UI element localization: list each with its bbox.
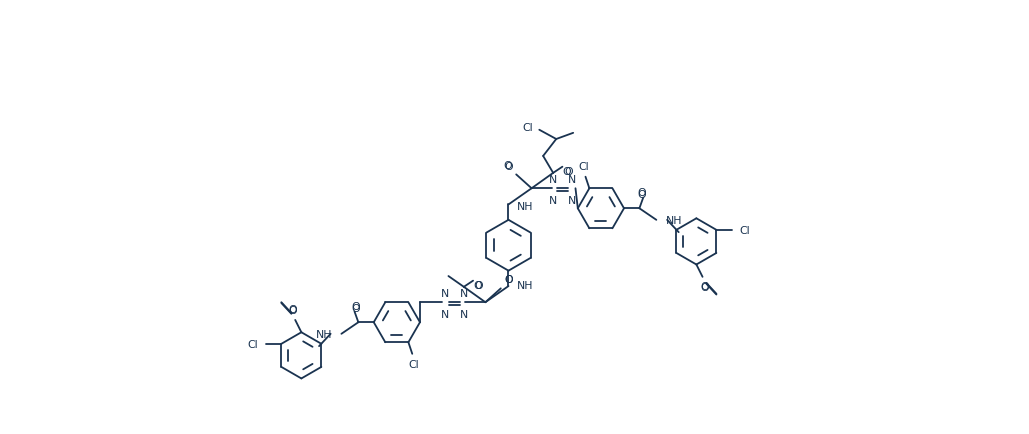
Text: O: O xyxy=(473,281,482,291)
Text: O: O xyxy=(288,304,297,314)
Text: O: O xyxy=(701,282,709,292)
Text: N: N xyxy=(441,309,450,319)
Text: O: O xyxy=(474,280,484,290)
Text: N: N xyxy=(441,289,450,299)
Text: O: O xyxy=(504,161,513,171)
Text: O: O xyxy=(563,167,571,177)
Text: O: O xyxy=(352,302,360,312)
Text: Cl: Cl xyxy=(409,359,419,369)
Text: NH: NH xyxy=(517,201,533,211)
Text: O: O xyxy=(637,188,646,198)
Text: N: N xyxy=(568,175,576,185)
Text: O: O xyxy=(352,303,360,313)
Text: NH: NH xyxy=(517,280,533,290)
Text: Cl: Cl xyxy=(248,339,258,349)
Text: O: O xyxy=(504,274,513,284)
Text: Cl: Cl xyxy=(578,162,590,172)
Text: Cl: Cl xyxy=(740,225,750,235)
Text: N: N xyxy=(549,175,558,185)
Text: O: O xyxy=(564,166,572,176)
Text: O: O xyxy=(637,190,646,200)
Text: NH: NH xyxy=(316,329,332,339)
Text: NH: NH xyxy=(666,215,682,225)
Text: N: N xyxy=(549,196,558,206)
Text: O: O xyxy=(504,274,512,284)
Text: Cl: Cl xyxy=(523,122,533,132)
Text: O: O xyxy=(288,306,297,316)
Text: O: O xyxy=(504,161,512,171)
Text: N: N xyxy=(460,309,468,319)
Text: N: N xyxy=(568,196,576,206)
Text: O: O xyxy=(701,283,709,293)
Text: N: N xyxy=(460,289,468,299)
